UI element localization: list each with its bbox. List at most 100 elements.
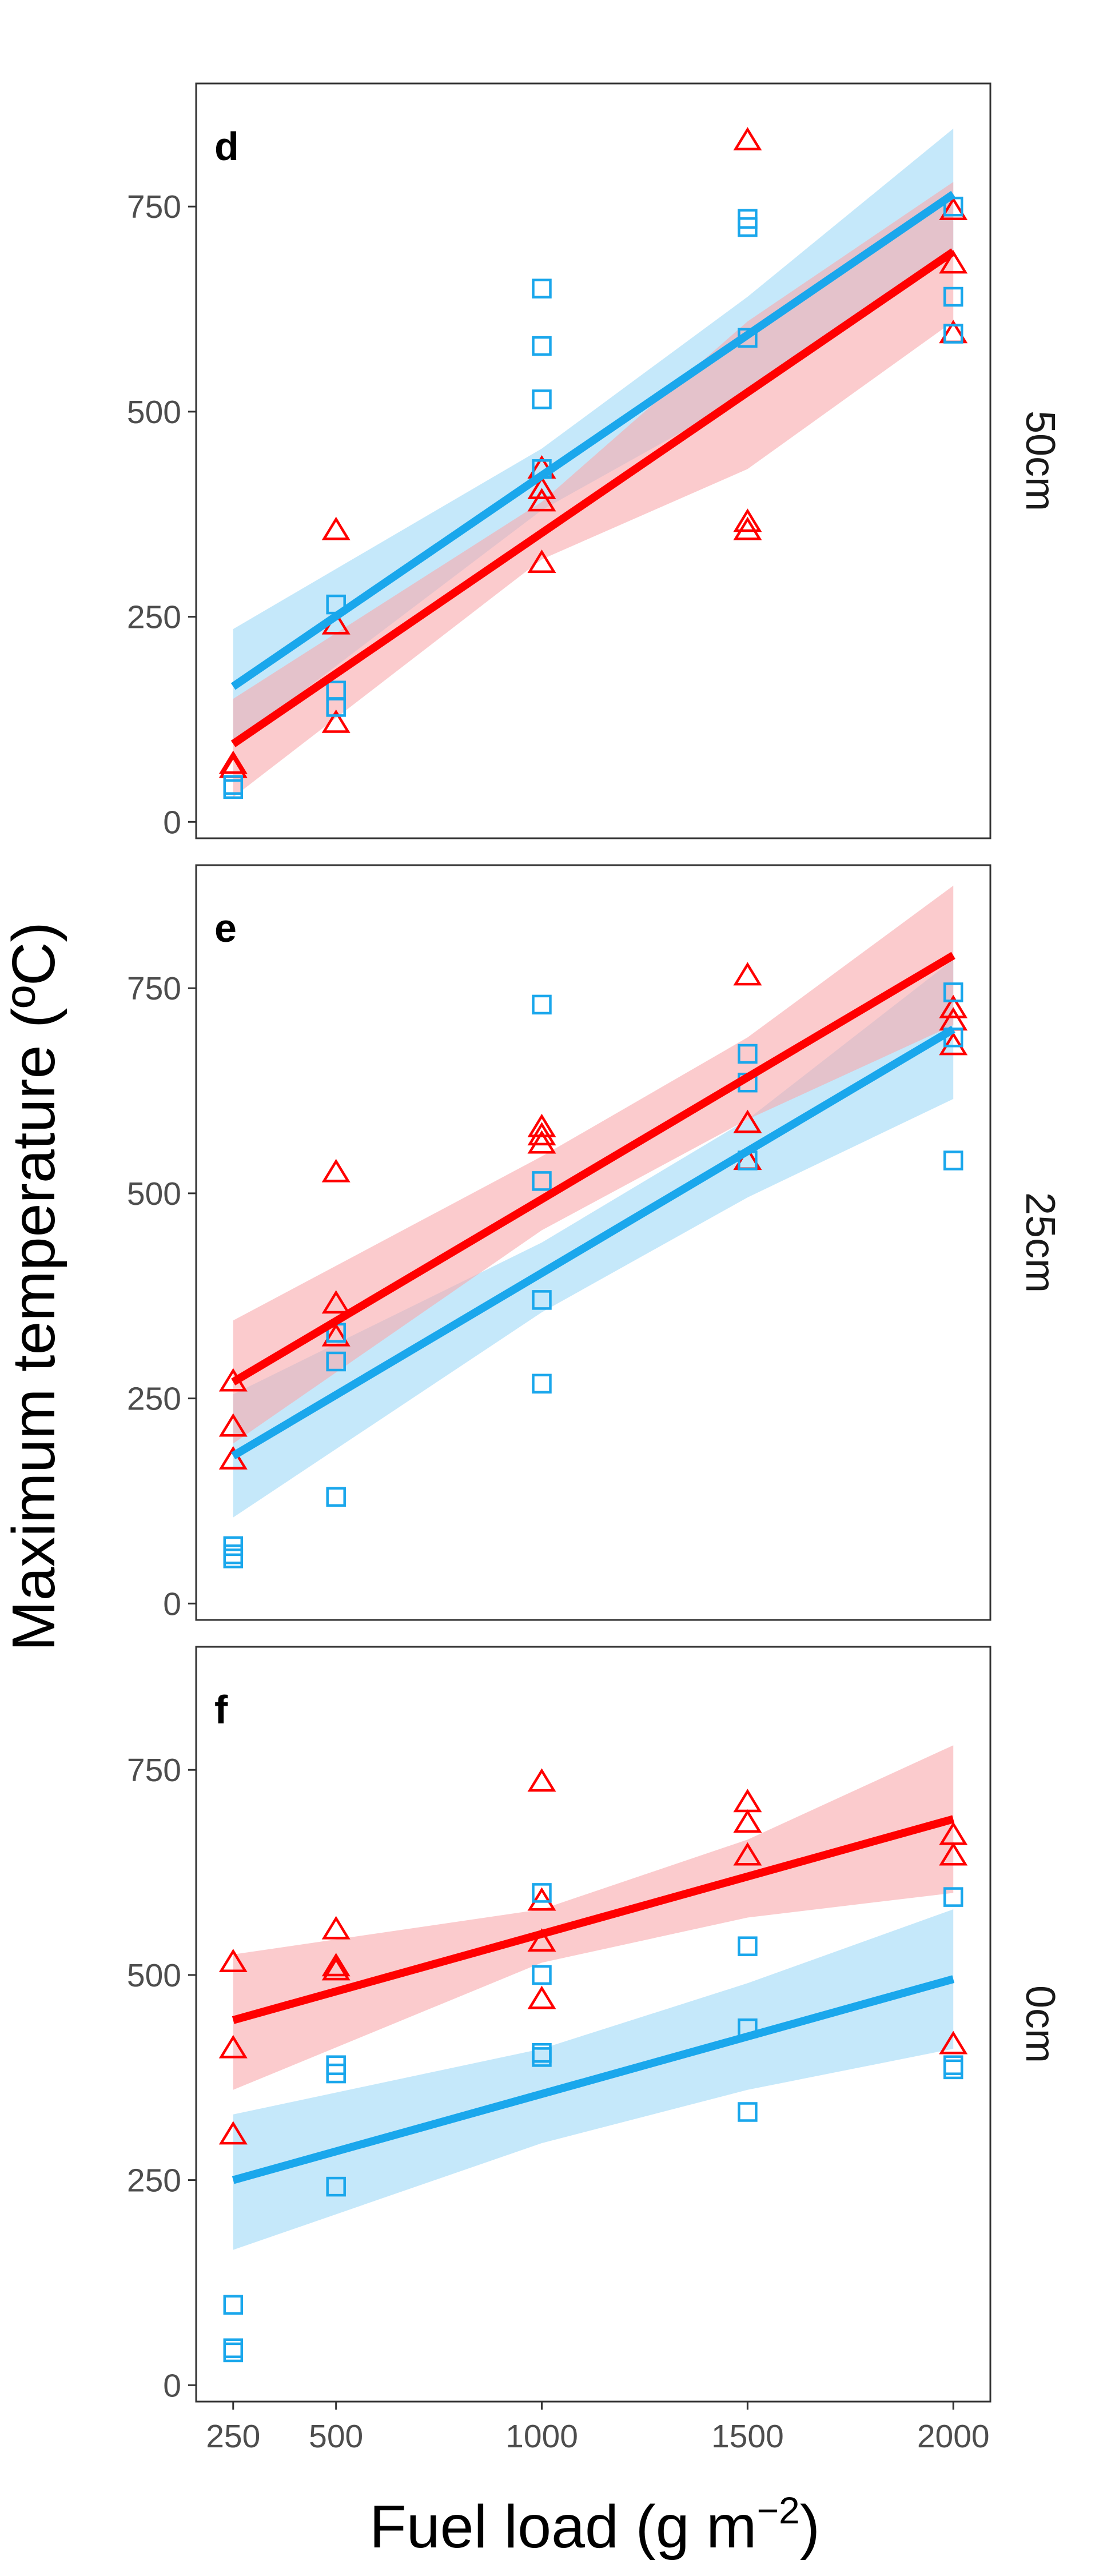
data-point-square xyxy=(223,2342,244,2363)
y-tick-label: 250 xyxy=(127,1381,181,1418)
data-point-triangle xyxy=(733,1842,762,1866)
x-tick-label: 1000 xyxy=(505,2418,578,2455)
panel-plot-area xyxy=(218,885,968,1568)
data-point-square xyxy=(223,2295,244,2315)
data-point-triangle xyxy=(218,1446,248,1470)
x-axis: 250 500 1000 1500 2000 xyxy=(206,2402,990,2455)
panel-d: 0 250 500 750 d 50cm xyxy=(127,82,1063,841)
data-point-triangle xyxy=(939,2030,968,2055)
y-tick-label: 0 xyxy=(163,1586,181,1622)
x-axis-title-close: ) xyxy=(800,2493,820,2561)
x-tick-label: 1500 xyxy=(711,2418,784,2455)
y-tick-label: 250 xyxy=(127,2163,181,2199)
data-point-triangle xyxy=(733,962,762,986)
data-point-square xyxy=(738,1044,758,1064)
data-point-square xyxy=(223,1548,244,1568)
fit-line-blue xyxy=(230,190,956,690)
data-point-triangle xyxy=(321,1953,351,1977)
panel-letter: e xyxy=(214,906,237,950)
fit-line-red xyxy=(230,248,956,747)
x-tick-label: 2000 xyxy=(917,2418,990,2455)
data-point-square xyxy=(532,1171,552,1191)
x-tick-label: 500 xyxy=(309,2418,363,2455)
y-tick-label: 0 xyxy=(163,804,181,841)
panel-border xyxy=(195,82,991,839)
data-point-triangle xyxy=(939,994,968,1018)
y-tick-label: 500 xyxy=(127,394,181,431)
y-tick-label: 750 xyxy=(127,970,181,1007)
y-tick-label: 500 xyxy=(127,1957,181,1994)
fit-line-red xyxy=(231,951,955,1385)
y-tick-label: 0 xyxy=(163,2367,181,2404)
data-point-square xyxy=(532,278,552,298)
data-point-triangle xyxy=(527,475,556,499)
data-point-triangle xyxy=(218,1413,248,1437)
data-point-square xyxy=(738,217,758,237)
data-point-square xyxy=(326,2176,346,2197)
data-point-square xyxy=(943,1887,963,1907)
data-point-square xyxy=(943,982,963,1002)
data-point-square xyxy=(943,286,963,307)
fit-line-blue xyxy=(231,1025,955,1460)
data-point-triangle xyxy=(218,2121,248,2145)
x-axis-title-main: Fuel load (g m xyxy=(369,2493,757,2561)
data-point-square xyxy=(326,697,346,717)
panel-f: 0 250 500 750 f 0cm xyxy=(127,1646,1063,2404)
data-point-square xyxy=(532,389,552,409)
y-tick-label: 750 xyxy=(127,189,181,225)
data-point-triangle xyxy=(939,1032,968,1056)
y-tick-label: 750 xyxy=(127,1752,181,1789)
data-point-triangle xyxy=(733,516,762,540)
data-point-square xyxy=(943,324,963,344)
data-point-triangle xyxy=(527,1887,556,1911)
data-point-square xyxy=(532,1965,552,1985)
data-point-square xyxy=(223,2338,244,2358)
data-point-square xyxy=(738,2102,758,2122)
fit-line-red xyxy=(232,1815,955,2024)
facet-strip-label: 0cm xyxy=(1017,1985,1063,2063)
data-point-triangle xyxy=(939,197,968,221)
data-point-square xyxy=(943,2055,963,2075)
data-point-triangle xyxy=(733,127,762,151)
data-point-triangle xyxy=(321,1323,351,1347)
data-point-square xyxy=(738,1936,758,1956)
panel-e: 0 250 500 750 e 25cm xyxy=(127,864,1063,1622)
data-point-triangle xyxy=(939,250,968,274)
data-point-triangle xyxy=(321,516,351,540)
data-point-triangle xyxy=(733,1789,762,1813)
data-point-square xyxy=(326,1487,346,1507)
data-point-triangle xyxy=(527,1768,556,1792)
data-point-square xyxy=(532,1290,552,1310)
data-point-square xyxy=(943,1150,963,1170)
panels-layer: 0 250 500 750 d 50cm 0 250 500 750 e 25cm 0 250 500 750… xyxy=(127,82,1063,2404)
data-point-square xyxy=(943,2059,963,2080)
y-tick-label: 250 xyxy=(127,599,181,636)
panel-border xyxy=(195,864,991,1621)
y-axis-title: Maximum temperature (ºC) xyxy=(0,922,67,1651)
data-point-square xyxy=(532,1883,552,1903)
panel-letter: d xyxy=(214,124,239,169)
panel-letter: f xyxy=(214,1687,228,1732)
data-point-square xyxy=(532,994,552,1015)
data-point-triangle xyxy=(218,750,248,774)
data-point-triangle xyxy=(527,1985,556,2009)
data-point-triangle xyxy=(321,1957,351,1981)
data-point-triangle xyxy=(527,1130,556,1154)
data-point-square xyxy=(532,1373,552,1394)
data-point-triangle xyxy=(733,508,762,532)
data-point-triangle xyxy=(218,1949,248,1973)
data-point-triangle xyxy=(321,1290,351,1314)
data-point-triangle xyxy=(527,1928,556,1952)
facet-strip-label: 50cm xyxy=(1017,411,1063,511)
data-point-square xyxy=(326,2063,346,2084)
fit-line-blue xyxy=(232,1975,955,2184)
data-point-triangle xyxy=(321,709,351,733)
x-tick-label: 250 xyxy=(206,2418,260,2455)
y-tick-label: 500 xyxy=(127,1176,181,1212)
data-point-triangle xyxy=(527,488,556,512)
data-point-square xyxy=(532,2047,552,2067)
data-point-triangle xyxy=(527,1113,556,1137)
data-point-square xyxy=(326,1351,346,1372)
